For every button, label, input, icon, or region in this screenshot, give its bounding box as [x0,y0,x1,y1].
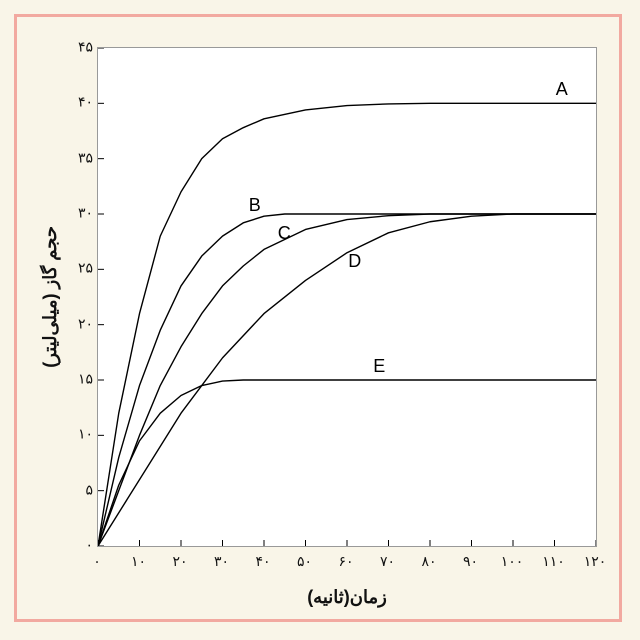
plot-area [97,47,597,547]
series-a [98,103,596,546]
series-e [98,380,596,546]
x-tick-label: ۸۰ [414,553,444,570]
y-tick-label: ۴۰ [67,94,93,111]
x-tick-label: ۲۰ [165,553,195,570]
y-axis-title-text: حجم گاز (میلی‌لیتر) [39,226,61,368]
series-label-d: D [348,251,361,272]
y-tick-label: ۲۰ [67,315,93,332]
x-tick-label: ۵۰ [290,553,320,570]
x-axis-title: زمان(ثانیه) [97,587,597,608]
chart-frame: حجم گاز (میلی‌لیتر) ۰ ۵ ۱۰ ۱۵ ۲۰ ۲۵ ۳۰ ۳۵ ۴۰ ۴۵ ۰… [14,14,622,622]
y-tick-label: ۲۵ [67,260,93,277]
x-tick-label: ۷۰ [373,553,403,570]
y-axis-title: حجم گاز (میلی‌لیتر) [35,47,65,547]
y-tick-label: ۰ [67,537,93,554]
chart-svg [98,48,596,546]
series-label-c: C [278,223,291,244]
x-tick-label: ۶۰ [331,553,361,570]
series-label-b: B [249,195,261,216]
y-tick-label: ۱۵ [67,371,93,388]
y-tick-label: ۳۰ [67,205,93,222]
y-tick-label: ۳۵ [67,149,93,166]
x-tick-label: ۱۲۰ [580,553,610,570]
y-tick-label: ۵ [67,481,93,498]
x-tick-label: ۴۰ [248,553,278,570]
x-tick-label: ۱۰۰ [497,553,527,570]
x-tick-label: ۹۰ [456,553,486,570]
x-tick-label: ۰ [82,553,112,570]
series-label-e: E [373,356,385,377]
x-tick-label: ۳۰ [207,553,237,570]
series-label-a: A [556,79,568,100]
y-tick-label: ۴۵ [67,39,93,56]
x-tick-label: ۱۱۰ [539,553,569,570]
y-tick-label: ۱۰ [67,426,93,443]
x-tick-label: ۱۰ [124,553,154,570]
